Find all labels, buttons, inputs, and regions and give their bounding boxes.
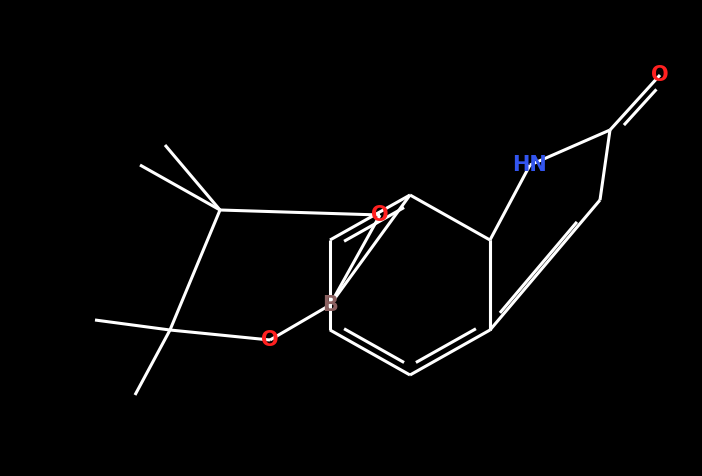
Text: O: O <box>371 205 389 225</box>
Text: O: O <box>651 65 669 85</box>
Text: B: B <box>322 295 338 315</box>
Text: O: O <box>261 330 279 350</box>
Text: HN: HN <box>512 155 548 175</box>
